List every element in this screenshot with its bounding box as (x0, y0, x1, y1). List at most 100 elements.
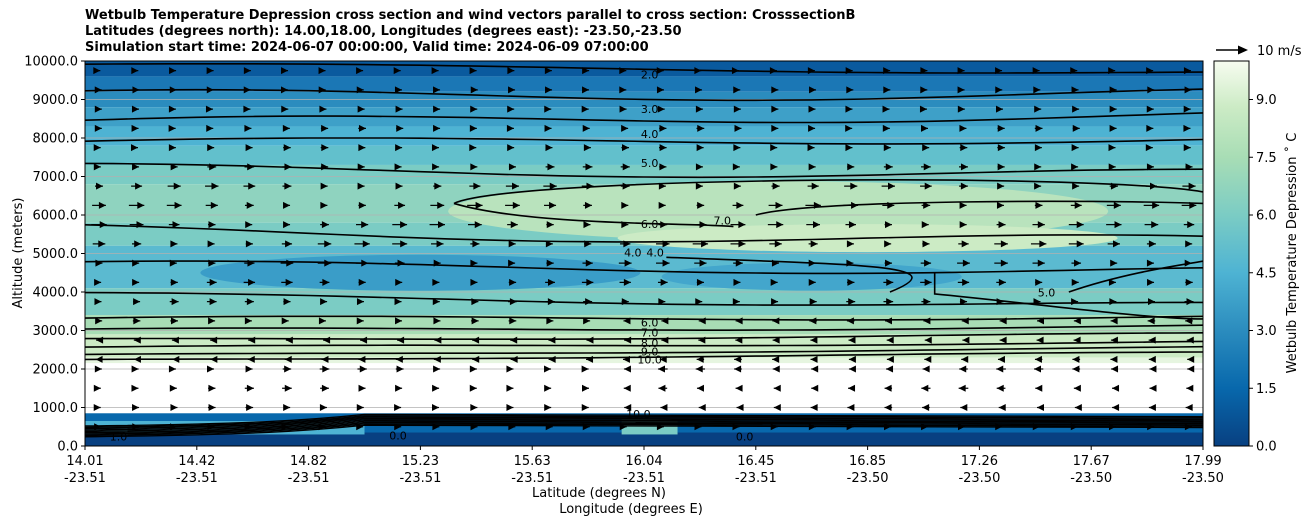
wind-arrowhead (888, 182, 896, 190)
wind-arrowhead (811, 182, 819, 190)
wind-arrowhead (886, 278, 894, 286)
wind-arrowhead (246, 404, 254, 411)
wind-arrowhead (885, 163, 893, 171)
wind-arrowhead (920, 67, 928, 75)
wind-arrowhead (622, 182, 630, 190)
wind-arrowhead (395, 182, 403, 190)
wind-arrowhead (998, 404, 1006, 411)
wind-arrowhead (1186, 298, 1194, 306)
wind-arrowhead (208, 259, 216, 267)
wind-arrowhead (922, 365, 930, 373)
colorbar-ramp (1213, 60, 1250, 447)
wind-arrowhead (695, 105, 703, 113)
wind-arrowhead (735, 336, 743, 344)
colorbar-tick-label-2: 3.0 (1256, 324, 1277, 339)
wind-arrowhead (433, 105, 441, 113)
wind-arrowhead (243, 86, 251, 94)
wind-arrowhead (997, 124, 1005, 132)
wind-arrowhead (961, 317, 969, 325)
wind-arrowhead (845, 144, 853, 152)
contour-line-12 (85, 345, 1203, 356)
wind-arrowhead (94, 105, 102, 113)
wind-arrowhead (358, 384, 366, 392)
wind-arrowhead (1071, 163, 1079, 171)
wind-arrowhead (432, 163, 440, 171)
wind-arrowhead (656, 423, 664, 431)
wind-arrowhead (469, 365, 477, 373)
wind-arrowhead (1110, 355, 1118, 363)
wind-arrowhead (659, 163, 667, 171)
contour-bl-5 (85, 420, 1203, 434)
wind-arrowhead (886, 365, 894, 373)
wind-arrowhead (808, 105, 816, 113)
wind-arrowhead (172, 221, 180, 229)
contour-label-14: 0.0 (736, 430, 754, 443)
wind-arrowhead (169, 384, 177, 392)
wind-arrowhead (887, 201, 895, 209)
wind-arrowhead (357, 182, 365, 190)
wind-arrowhead (922, 144, 930, 152)
wind-arrowhead (132, 163, 140, 171)
y-tick-label-1: 1000.0 (33, 401, 79, 416)
wind-arrowhead (546, 259, 554, 267)
wind-arrowhead (1146, 124, 1154, 132)
wind-arrowhead (583, 221, 591, 229)
wind-arrowhead (696, 355, 704, 363)
wind-arrowhead (959, 124, 967, 132)
quiver-key-arrowhead (1238, 45, 1248, 55)
wind-arrowhead (207, 144, 215, 152)
contour-label-11: 10.0 (637, 353, 662, 366)
wind-arrowhead (923, 201, 931, 209)
x-axis-label-lat: Latitude (degrees N) (532, 486, 666, 501)
wind-arrowhead (1109, 124, 1117, 132)
x-tick-lat-1: 14.42 (178, 454, 215, 469)
wind-arrowhead (808, 124, 816, 132)
wind-arrowhead (623, 278, 631, 286)
contour-bl-8 (85, 424, 1203, 438)
wind-arrowhead (957, 423, 965, 431)
wind-arrowhead (886, 355, 894, 363)
wind-arrowhead (507, 144, 515, 152)
moist-pocket-west (200, 254, 641, 291)
wind-arrowhead (733, 182, 741, 190)
wind-arrowhead (1147, 423, 1155, 431)
wind-arrowhead (771, 86, 779, 94)
moist-pocket-east (661, 262, 962, 291)
wind-arrowhead (847, 278, 855, 286)
wind-arrowhead (1037, 221, 1045, 229)
wind-arrowhead (883, 144, 891, 152)
wind-arrowhead (660, 278, 668, 286)
wind-arrowhead (208, 317, 216, 325)
wind-arrowhead (168, 144, 176, 152)
wind-arrowhead (1148, 336, 1156, 344)
wind-arrowhead (1071, 86, 1079, 94)
wind-arrowhead (657, 105, 665, 113)
wind-arrowhead (732, 298, 740, 306)
wind-arrowhead (585, 163, 593, 171)
wind-arrowhead (997, 163, 1005, 171)
wind-arrowhead (170, 423, 178, 431)
wind-arrowhead (321, 355, 329, 363)
wind-arrowhead (1187, 355, 1195, 363)
y-tick-label-3: 3000.0 (33, 324, 79, 339)
wind-arrowhead (697, 124, 705, 132)
wind-arrowhead (960, 144, 968, 152)
wind-arrowhead (1109, 105, 1117, 113)
x-tick-lat-7: 16.85 (849, 454, 886, 469)
wind-arrowhead (93, 163, 101, 171)
wind-arrowhead (131, 365, 139, 373)
wind-arrowhead (809, 317, 817, 325)
wind-arrowhead (698, 317, 706, 325)
wind-arrowhead (809, 86, 817, 94)
wind-arrowhead (848, 384, 856, 392)
wind-arrowhead (508, 423, 516, 431)
wind-arrowhead (508, 86, 516, 94)
wind-arrowhead (623, 317, 631, 325)
contour-label-0: 2.0 (641, 68, 659, 81)
wind-arrowhead (998, 278, 1006, 286)
wind-arrowhead (169, 259, 177, 267)
x-tick-lon-5: -23.51 (623, 471, 665, 486)
wind-arrowhead (1146, 105, 1154, 113)
wind-arrowhead (1072, 105, 1080, 113)
wind-arrowhead (1183, 144, 1191, 152)
